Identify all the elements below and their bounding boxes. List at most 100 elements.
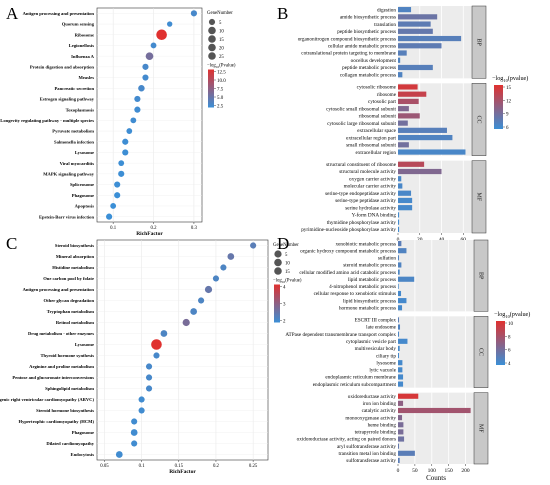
color-legend-title: −log10(pvalue) [492,75,528,83]
color-bar-tick-label: 4 [283,286,286,291]
size-legend-label: 10 [219,29,224,34]
x-tick-label: 0.15 [175,464,184,469]
y-tick-label: cytosolic part [368,99,397,105]
data-point [115,451,123,458]
y-tick-label: sulfation [378,255,397,262]
data-point [190,10,198,17]
panel-c: C Steroid biosynthesis Mineral absorption H… [0,234,302,475]
y-tick-label: cellular response to xenobiotic stimulus [314,291,396,297]
y-tick-label: oocellus development [351,58,397,64]
y-tick-label: hormone metabolic process [339,305,396,311]
panel-label: A [6,4,19,23]
y-tick-label: Histidine metabolism [52,265,94,270]
y-tick-label: Retinol metabolism [56,320,94,325]
color-legend-title: −log10(pvalue) [494,311,530,319]
color-bar-tick-label: 7.5 [217,88,224,93]
y-tick-label: transition metal ion binding [339,451,397,457]
bar [398,14,438,20]
facet-strip [471,5,487,79]
x-tick-label: 100 [428,468,437,474]
bar [398,248,407,254]
y-tick-label: Other glycan degradation [44,298,95,303]
y-tick-label: pyrimidine-nucleoside phosphorylase acti… [301,227,396,233]
y-tick-label: cytosolic large ribosomal subunit [327,121,396,127]
data-point [110,203,117,209]
color-bar-tick-label: 8 [508,335,511,340]
size-legend-dot [208,35,216,43]
y-tick-label: Epstein-Barr virus infection [39,214,94,219]
panel-a: A Antigen processing and presentation Quor… [0,4,236,237]
data-point [145,374,153,381]
bar [398,443,400,449]
bar [398,183,403,189]
y-tick-label: serine hydrolase activity [345,205,396,211]
bar [398,190,412,196]
bar [398,106,409,112]
bar [398,50,407,56]
bar [398,374,404,380]
data-point [145,52,154,60]
y-tick-label: Pancreatic secretion [55,86,95,91]
y-tick-label: ESCRT III complex [355,318,397,324]
y-tick-label: Thyroid hormone synthesis [40,353,94,358]
y-tick-label: ribosome [377,92,397,98]
data-point [138,84,145,92]
color-bar-tick-label: 6 [508,349,511,354]
y-tick-label: monooxygenase activity [345,415,396,421]
x-tick-label: 0.3 [191,226,198,231]
y-tick-label: endoplasmic reticulum membrane [325,375,396,381]
x-tick-label: 0.2 [151,226,158,231]
bar [398,28,433,34]
y-tick-label: 4-nitrophenol metabolic process [329,284,396,290]
y-tick-label: Longevity regulating pathway - multiple … [0,118,94,123]
bar [398,205,413,211]
y-tick-label: lipid biosynthetic process [343,298,396,304]
y-tick-label: serine-type peptidase activity [335,198,396,204]
bar [398,338,408,344]
bar [398,305,403,311]
bar [398,120,408,126]
facet-mf: MF structural constituent of ribosomestru… [301,160,487,234]
facet-background [398,240,474,312]
y-tick-label: heme binding [368,422,397,428]
size-legend-title: GeneNumber [207,11,233,16]
facet-bp: BP digestion amide biosynthetic processtra… [298,5,487,79]
color-bar-tick-label: 5.0 [217,96,224,101]
color-legend-title: −log10(Pvalue) [273,279,302,284]
x-axis-label: RichFactor [169,469,196,475]
bar [398,127,447,133]
bar [398,84,418,90]
bar [398,360,403,366]
y-tick-label: Dilated cardiomyopathy [46,441,94,446]
data-point [134,106,141,113]
data-point [156,29,167,41]
facet-strip [473,239,489,312]
data-point [118,170,125,177]
y-tick-label: One carbon pool by folate [43,276,94,281]
bar [398,345,400,352]
color-bar-tick-label: 12 [506,99,512,104]
data-point [106,213,113,220]
bar [398,367,403,373]
bar [398,283,399,289]
y-tick-label: Steroid hormone biosynthesis [36,408,94,413]
data-point [114,192,121,199]
bar [398,269,400,275]
y-tick-label: oxidoreductase activity [348,394,397,400]
bar [398,21,431,27]
facet-strip-label: CC [476,115,482,123]
size-legend-dot [208,18,216,26]
data-point [167,21,173,27]
size-legend-dot [208,26,216,35]
y-tick-label: Antigen processing and presentation [23,11,95,16]
bar [398,436,405,442]
y-tick-label: aryl sulfotransferase activity [337,443,396,450]
y-tick-label: thymidine phosphorylase activity [327,220,397,226]
bar [398,226,400,232]
data-point [134,95,141,103]
size-legend-label: 5 [219,21,222,26]
y-tick-label: Drug metabolism - other enzymes [28,331,94,336]
